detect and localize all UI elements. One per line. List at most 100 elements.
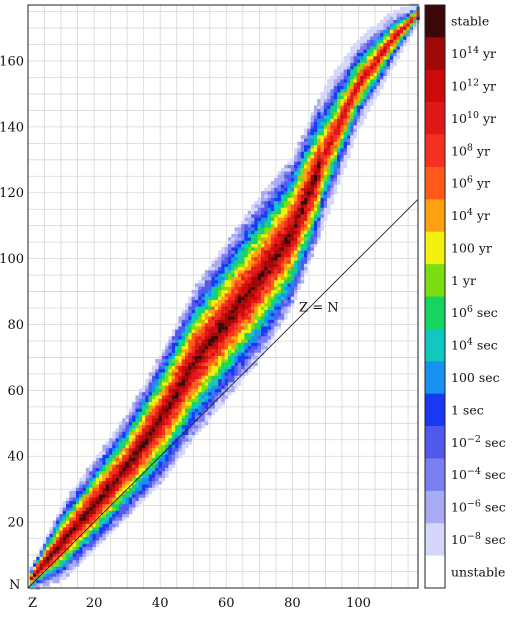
nuclide-cell <box>386 26 391 30</box>
nuclide-cell <box>337 181 341 185</box>
nuclide-cell <box>270 326 275 330</box>
nuclide-cell <box>218 276 222 281</box>
nuclide-cell <box>284 243 288 248</box>
nuclide-cell <box>92 500 96 505</box>
nuclide-cell <box>257 286 262 291</box>
nuclide-cell <box>320 181 325 185</box>
nuclide-cell <box>145 457 149 462</box>
nuclide-cell <box>237 319 242 324</box>
nuclide-cell <box>277 316 282 320</box>
nuclide-cell <box>337 118 341 123</box>
nuclide-cell <box>194 388 199 393</box>
nuclide-cell <box>300 138 305 142</box>
nuclide-cell <box>294 217 298 221</box>
nuclide-cell <box>254 217 258 221</box>
nuclide-cell <box>102 480 106 485</box>
nuclide-cell <box>300 243 305 248</box>
nuclide-cell <box>231 243 235 248</box>
nuclide-cell <box>373 69 377 73</box>
nuclide-cell <box>39 546 44 551</box>
nuclide-cell <box>383 39 387 44</box>
nuclide-cell <box>274 227 278 231</box>
nuclide-cell <box>350 135 354 139</box>
nuclide-cell <box>403 6 407 11</box>
nuclide-cell <box>158 408 163 412</box>
nuclide-cell <box>261 309 265 314</box>
nuclide-cell <box>204 273 209 277</box>
nuclide-cell <box>353 92 358 96</box>
nuclide-cell <box>82 550 87 554</box>
nuclide-cell <box>303 184 308 189</box>
nuclide-cell <box>244 336 248 340</box>
nuclide-cell <box>132 405 136 409</box>
nuclide-cell <box>39 569 44 574</box>
nuclide-cell <box>142 464 146 468</box>
nuclide-cell <box>274 270 278 274</box>
nuclide-cell <box>99 490 103 495</box>
nuclide-cell <box>373 88 377 93</box>
nuclide-cell <box>287 273 291 277</box>
nuclide-cell <box>201 392 206 396</box>
nuclide-cell <box>356 49 361 53</box>
nuclide-cell <box>89 513 93 518</box>
nuclide-cell <box>194 289 199 294</box>
nuclide-cell <box>148 480 153 485</box>
nuclide-cell <box>191 332 196 337</box>
nuclide-cell <box>413 9 417 14</box>
nuclide-cell <box>346 102 351 106</box>
nuclide-cell <box>254 237 258 241</box>
nuclide-cell <box>161 385 166 389</box>
nuclide-cell <box>214 309 219 314</box>
nuclide-cell <box>194 312 199 317</box>
nuclide-cell <box>317 230 321 235</box>
nuclide-cell <box>115 487 120 492</box>
nuclide-cell <box>356 56 361 60</box>
nuclide-cell <box>287 293 291 297</box>
nuclide-cell <box>178 345 182 350</box>
nuclide-cell <box>118 461 123 465</box>
nuclide-cell <box>75 490 80 495</box>
nuclide-cell <box>333 82 338 86</box>
nuclide-cell <box>241 266 245 271</box>
nuclide-cell <box>165 368 169 373</box>
nuclide-cell <box>231 336 235 340</box>
nuclide-cell <box>346 121 351 126</box>
nuclide-cell <box>356 102 361 106</box>
nuclide-cell <box>105 448 110 452</box>
nuclide-cell <box>208 395 212 399</box>
nuclide-cell <box>211 336 215 340</box>
nuclide-cell <box>267 326 272 330</box>
nuclide-cell <box>82 494 87 498</box>
nuclide-cell <box>317 191 321 195</box>
nuclide-cell <box>128 431 133 436</box>
nuclide-cell <box>138 464 143 468</box>
nuclide-cell <box>264 296 268 300</box>
nuclide-cell <box>317 220 321 225</box>
nuclide-cell <box>49 579 53 584</box>
nuclide-cell <box>227 342 232 347</box>
nuclide-cell <box>340 128 344 133</box>
nuclide-cell <box>386 52 391 57</box>
nuclide-cell <box>75 517 80 521</box>
nuclide-cell <box>383 29 387 34</box>
nuclide-cell <box>145 415 149 419</box>
nuclide-cell <box>95 464 100 468</box>
nuclide-cell <box>36 569 40 574</box>
nuclide-cell <box>234 260 239 264</box>
nuclide-cell <box>142 392 146 396</box>
nuclide-cell <box>363 39 367 44</box>
nuclide-cell <box>277 286 282 291</box>
nuclide-cell <box>317 184 321 189</box>
nuclide-cell <box>346 125 351 129</box>
nuclide-cell <box>42 579 47 584</box>
nuclide-cell <box>125 434 130 439</box>
nuclide-cell <box>191 392 196 396</box>
nuclide-cell <box>221 316 225 320</box>
nuclide-cell <box>310 125 315 129</box>
x-axis-label: Z <box>28 596 37 611</box>
nuclide-cell <box>168 421 172 426</box>
nuclide-cell <box>204 339 209 343</box>
nuclide-cell <box>214 280 219 284</box>
nuclide-cell <box>181 392 186 396</box>
nuclide-cell <box>290 253 295 258</box>
